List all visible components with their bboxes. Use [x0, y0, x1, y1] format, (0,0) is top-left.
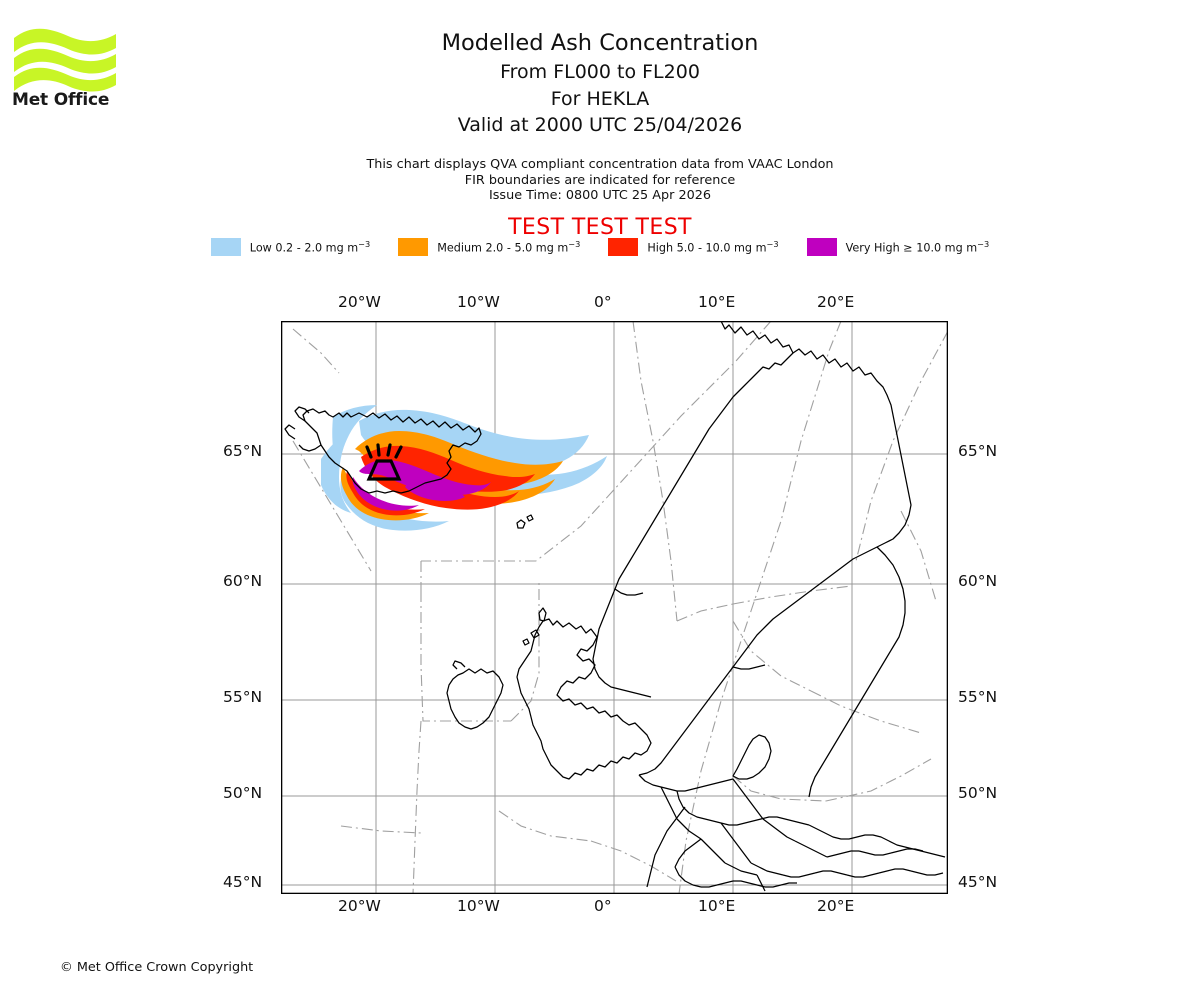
map-frame: [281, 321, 948, 894]
lon-label-top-0: 20°W: [338, 293, 381, 311]
chart-notes: This chart displays QVA compliant concen…: [0, 157, 1200, 204]
lat-label-left-2: 55°N: [223, 688, 263, 706]
coastline-great-britain: [516, 618, 652, 780]
lon-label-bottom-1: 10°W: [457, 897, 500, 915]
lon-label-bottom-4: 20°E: [817, 897, 855, 915]
legend-swatch-high: [608, 238, 639, 256]
legend-medium: Medium 2.0 - 5.0 mg m−3: [398, 238, 580, 256]
legend-very-high: Very High ≥ 10.0 mg m−3: [806, 238, 990, 256]
lat-label-right-1: 60°N: [958, 572, 998, 590]
lat-label-right-3: 50°N: [958, 784, 998, 802]
lon-label-top-3: 10°E: [698, 293, 736, 311]
volcano-name-line: For HEKLA: [550, 87, 650, 110]
lat-label-right-4: 45°N: [958, 873, 998, 891]
lat-label-right-2: 55°N: [958, 688, 998, 706]
lon-label-top-4: 20°E: [817, 293, 855, 311]
concentration-legend: Low 0.2 - 2.0 mg m−3 Medium 2.0 - 5.0 mg…: [0, 238, 1200, 256]
chart-title-block: Modelled Ash Concentration From FL000 to…: [0, 28, 1200, 139]
legend-label-high: High 5.0 - 10.0 mg m−3: [647, 239, 779, 255]
lon-label-bottom-2: 0°: [594, 897, 612, 915]
legend-swatch-low: [210, 238, 241, 256]
met-office-waves-icon: [14, 28, 116, 92]
ash-plume-high: [346, 445, 535, 516]
legend-label-very-high: Very High ≥ 10.0 mg m−3: [845, 239, 990, 255]
legend-label-medium: Medium 2.0 - 5.0 mg m−3: [437, 239, 581, 255]
legend-swatch-medium: [398, 238, 429, 256]
note-issue-time: Issue Time: 0800 UTC 25 Apr 2026: [488, 188, 712, 203]
coastlines: [284, 321, 946, 892]
lon-label-bottom-3: 10°E: [698, 897, 736, 915]
coastline-faroes: [516, 519, 526, 529]
ash-concentration-map: [281, 321, 948, 894]
met-office-wordmark: Met Office: [12, 90, 110, 110]
met-office-logo: [12, 22, 122, 112]
legend-high: High 5.0 - 10.0 mg m−3: [608, 238, 779, 256]
lat-label-right-0: 65°N: [958, 442, 998, 460]
note-fir: FIR boundaries are indicated for referen…: [464, 172, 736, 188]
map-svg: [281, 321, 948, 894]
coastline-ireland: [446, 668, 504, 730]
lat-label-left-3: 50°N: [223, 784, 263, 802]
test-banner: TEST TEST TEST: [508, 215, 692, 240]
lon-label-top-1: 10°W: [457, 293, 500, 311]
lat-label-left-1: 60°N: [223, 572, 263, 590]
page-title: Modelled Ash Concentration: [441, 30, 759, 56]
note-qva: This chart displays QVA compliant concen…: [366, 157, 834, 172]
legend-low: Low 0.2 - 2.0 mg m−3: [210, 238, 371, 256]
legend-label-low: Low 0.2 - 2.0 mg m−3: [249, 239, 371, 255]
lon-label-top-2: 0°: [594, 293, 612, 311]
coastline-norway: [592, 321, 794, 698]
volcano-marker: [365, 443, 403, 481]
coastline-continent: [638, 774, 734, 792]
valid-time-line: Valid at 2000 UTC 25/04/2026: [457, 114, 743, 136]
coastline-iceland: [302, 408, 482, 494]
legend-swatch-very-high: [806, 238, 837, 256]
lon-label-bottom-0: 20°W: [338, 897, 381, 915]
flight-level-range: From FL000 to FL200: [500, 61, 700, 83]
copyright-text: © Met Office Crown Copyright: [60, 960, 254, 975]
lat-label-left-0: 65°N: [223, 442, 263, 460]
lat-label-left-4: 45°N: [223, 873, 263, 891]
